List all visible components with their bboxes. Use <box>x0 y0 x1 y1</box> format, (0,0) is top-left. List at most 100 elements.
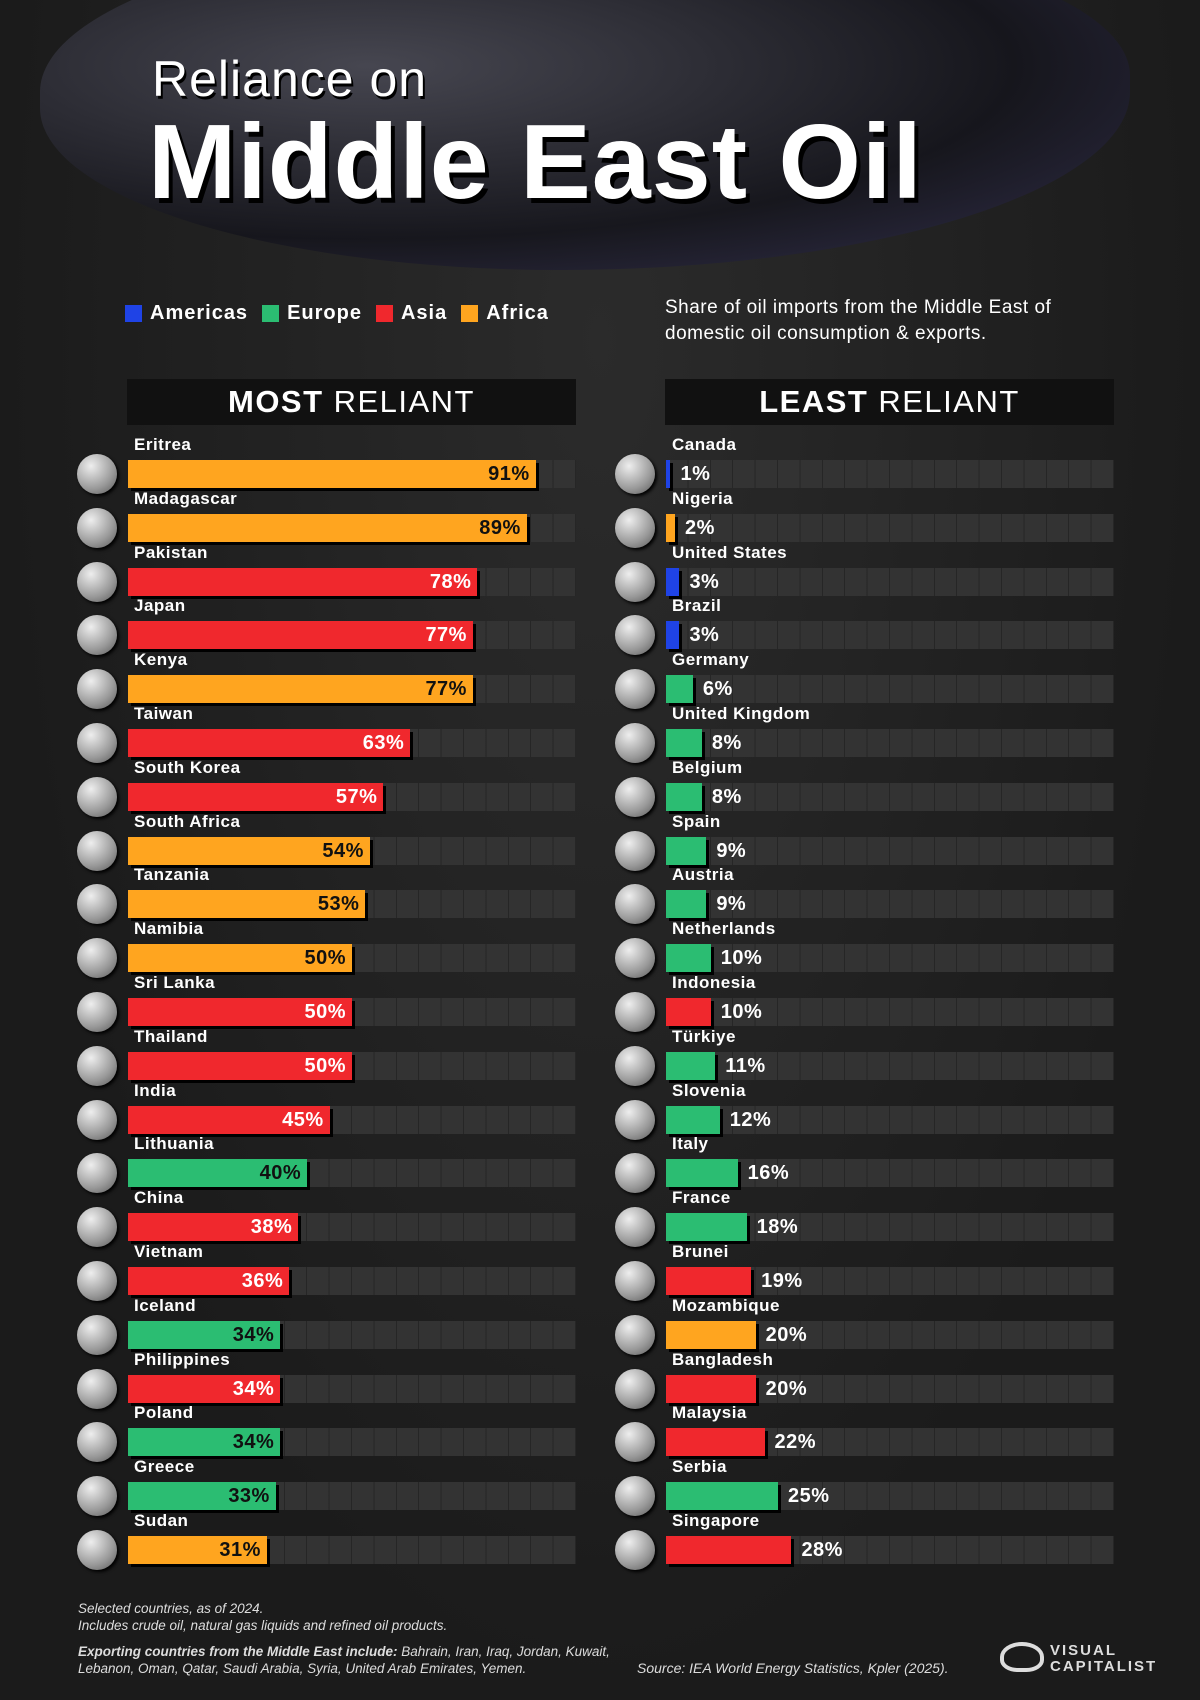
bar-track <box>666 567 1114 596</box>
flag <box>77 1261 117 1301</box>
legend-label: Africa <box>486 302 549 324</box>
bar <box>666 567 680 596</box>
bar-track <box>666 513 1114 542</box>
value-label: 40% <box>259 1162 302 1185</box>
bar-track <box>666 1159 1114 1188</box>
category-label: Italy <box>672 1134 709 1154</box>
value-label: 9% <box>716 839 747 862</box>
kicker: Reliance on <box>152 51 428 107</box>
category-label: Philippines <box>134 1349 231 1369</box>
legend-swatch <box>375 305 393 322</box>
legend-label: Asia <box>400 302 448 324</box>
value-label: 2% <box>684 516 715 539</box>
bar <box>666 1051 716 1080</box>
source: Source: IEA World Energy Statistics, Kpl… <box>637 1660 949 1676</box>
value-label: 6% <box>702 678 733 701</box>
bar <box>128 567 478 596</box>
category-label: Malaysia <box>672 1403 747 1423</box>
legend-label: Europe <box>287 302 362 324</box>
category-label: Belgium <box>672 757 743 777</box>
flag <box>77 1422 117 1463</box>
category-label: Brazil <box>672 596 722 616</box>
category-label: South Africa <box>134 811 241 831</box>
legend-item: Asia <box>375 302 448 325</box>
category-label: Thailand <box>134 1026 208 1046</box>
bar <box>666 998 711 1026</box>
flag <box>615 1422 655 1463</box>
flag <box>615 1476 655 1517</box>
bar <box>128 1051 352 1080</box>
value-label: 36% <box>241 1270 284 1292</box>
value-label: 3% <box>689 570 720 593</box>
bar <box>666 675 693 704</box>
value-label: 20% <box>765 1323 808 1346</box>
bar <box>666 1482 778 1511</box>
bar <box>128 1320 281 1349</box>
flag <box>77 561 117 602</box>
category-label: Kenya <box>134 650 188 670</box>
bar <box>666 1320 756 1349</box>
flag <box>615 1153 655 1194</box>
flag <box>615 669 655 710</box>
bar <box>666 1105 720 1134</box>
bar <box>128 944 352 973</box>
bar <box>666 1159 738 1188</box>
category-label: Sri Lanka <box>134 973 216 992</box>
category-label: Bangladesh <box>672 1349 774 1369</box>
flag <box>77 1314 117 1355</box>
flag <box>77 1368 117 1409</box>
flag <box>77 454 117 494</box>
value-label: 78% <box>429 570 472 593</box>
value-label: 50% <box>304 947 346 970</box>
category-label: Poland <box>134 1403 194 1423</box>
bar <box>128 1267 290 1295</box>
category-label: Nigeria <box>672 488 734 508</box>
legend-item: Americas <box>125 302 248 325</box>
value-label: 19% <box>761 1270 803 1292</box>
bar <box>128 460 536 488</box>
value-label: 16% <box>747 1162 790 1185</box>
value-label: 22% <box>774 1431 817 1454</box>
bar <box>666 729 702 757</box>
bar <box>666 1213 747 1242</box>
flag <box>615 1314 655 1355</box>
value-label: 50% <box>304 1001 346 1023</box>
value-label: 50% <box>304 1054 346 1077</box>
value-label: 1% <box>680 463 711 485</box>
value-label: 20% <box>765 1377 808 1400</box>
flag <box>615 992 655 1032</box>
bar-track <box>666 1105 1114 1134</box>
flag <box>615 830 655 871</box>
bar-track <box>666 1051 1114 1080</box>
chart-header: LEAST RELIANT <box>665 379 1114 425</box>
flag <box>615 938 655 979</box>
category-label: Türkiye <box>672 1026 736 1046</box>
flag <box>77 507 117 548</box>
flag <box>615 1368 655 1409</box>
flag <box>77 938 117 979</box>
category-label: Mozambique <box>672 1295 780 1315</box>
chart-title-strong: LEAST <box>759 384 869 419</box>
category-label: Indonesia <box>672 973 756 992</box>
category-label: United States <box>672 542 788 562</box>
category-label: Namibia <box>134 919 204 939</box>
flag <box>77 1153 117 1194</box>
category-label: India <box>134 1080 177 1100</box>
exporters: Bahrain, Iran, Iraq, Jordan, Kuwait, Leb… <box>78 1644 610 1676</box>
value-label: 57% <box>335 785 378 808</box>
flag <box>615 884 655 925</box>
bar <box>128 729 411 757</box>
bar <box>128 1374 281 1403</box>
value-label: 53% <box>317 893 360 916</box>
bar-track <box>666 729 1114 757</box>
legend-label: Americas <box>150 302 249 324</box>
category-label: Germany <box>672 650 750 670</box>
bar-track <box>666 782 1114 811</box>
bar-track <box>666 621 1114 650</box>
category-label: Singapore <box>672 1511 760 1530</box>
flag <box>77 615 117 656</box>
category-label: Taiwan <box>134 704 194 723</box>
category-label: France <box>672 1188 731 1208</box>
legend-swatch <box>461 305 479 322</box>
